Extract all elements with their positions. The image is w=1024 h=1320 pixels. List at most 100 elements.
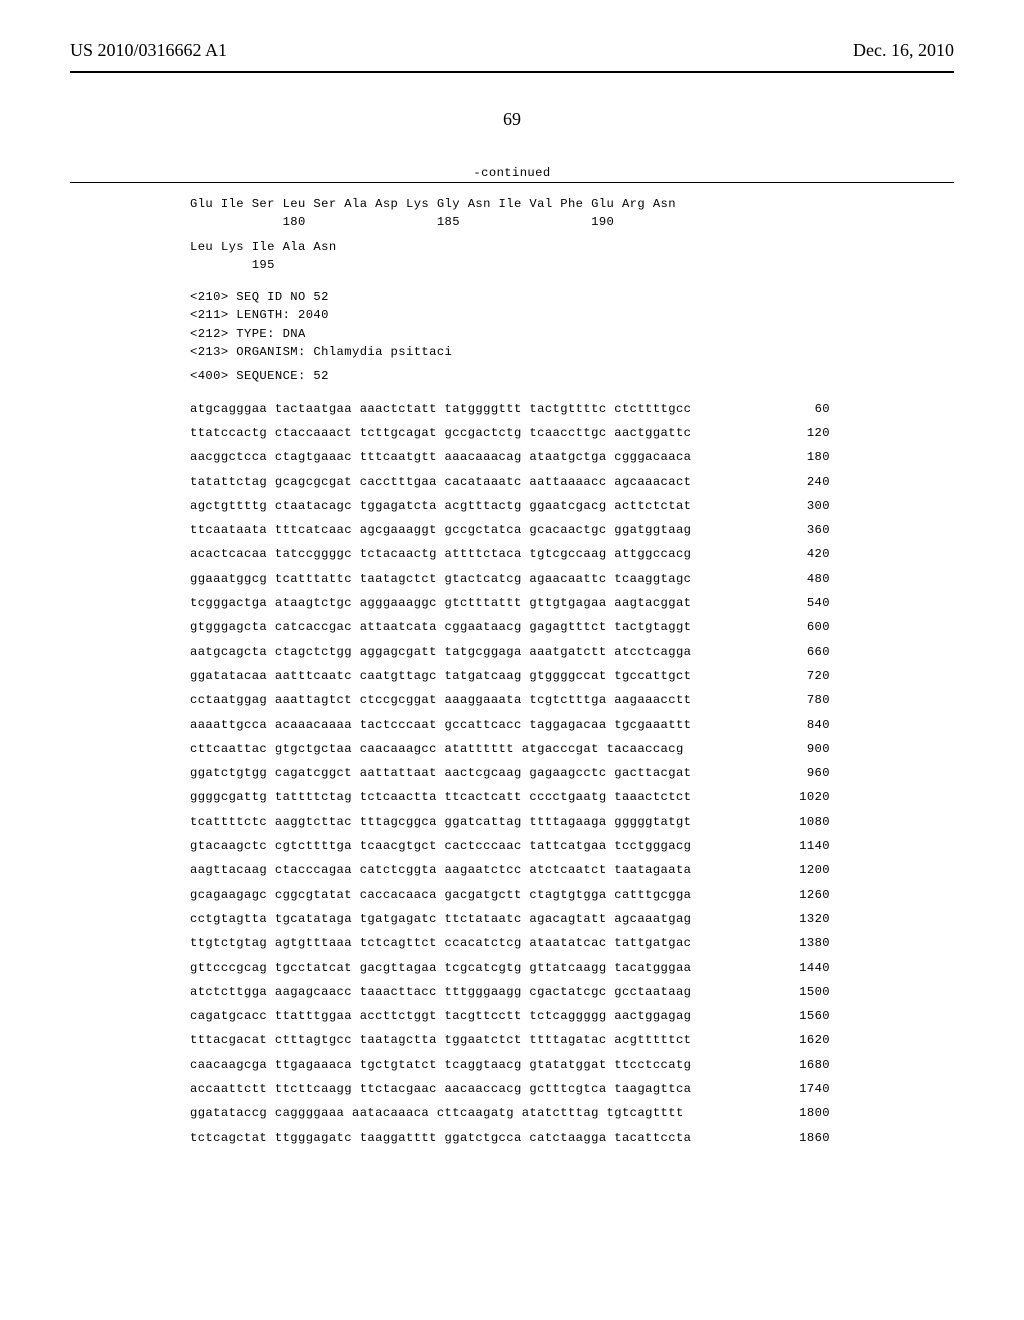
seq-header-211: <211> LENGTH: 2040 — [190, 306, 954, 324]
seq-header-400: <400> SEQUENCE: 52 — [190, 367, 954, 385]
dna-row-seq: gttcccgcag tgcctatcat gacgttagaa tcgcatc… — [190, 959, 691, 977]
dna-row-seq: cctaatggag aaattagtct ctccgcggat aaaggaa… — [190, 691, 691, 709]
dna-row-num: 300 — [780, 497, 830, 515]
page-number: 69 — [70, 109, 954, 130]
dna-row-num: 900 — [780, 740, 830, 758]
dna-row: aacggctcca ctagtgaaac tttcaatgtt aaacaaa… — [190, 448, 830, 466]
dna-row-seq: tttacgacat ctttagtgcc taatagctta tggaatc… — [190, 1031, 691, 1049]
dna-row: aagttacaag ctacccagaa catctcggta aagaatc… — [190, 861, 830, 879]
dna-row-num: 1200 — [780, 861, 830, 879]
dna-row-num: 1620 — [780, 1031, 830, 1049]
dna-row-seq: aatgcagcta ctagctctgg aggagcgatt tatgcgg… — [190, 643, 691, 661]
dna-row: cagatgcacc ttatttggaa accttctggt tacgttc… — [190, 1007, 830, 1025]
dna-row-seq: ggaaatggcg tcatttattc taatagctct gtactca… — [190, 570, 691, 588]
dna-row-seq: cttcaattac gtgctgctaa caacaaagcc atatttt… — [190, 740, 684, 758]
dna-row: ttcaataata tttcatcaac agcgaaaggt gccgcta… — [190, 521, 830, 539]
seq-header-210: <210> SEQ ID NO 52 — [190, 288, 954, 306]
dna-row-seq: agctgttttg ctaatacagc tggagatcta acgttta… — [190, 497, 691, 515]
dna-row-seq: cagatgcacc ttatttggaa accttctggt tacgttc… — [190, 1007, 691, 1025]
dna-row: ggatatacaa aatttcaatc caatgttagc tatgatc… — [190, 667, 830, 685]
dna-row-seq: cctgtagtta tgcatataga tgatgagatc ttctata… — [190, 910, 691, 928]
continued-label: -continued — [473, 166, 550, 180]
dna-row: aatgcagcta ctagctctgg aggagcgatt tatgcgg… — [190, 643, 830, 661]
protein-tail-line2: Leu Lys Ile Ala Asn — [190, 238, 954, 256]
dna-row-num: 1740 — [780, 1080, 830, 1098]
dna-row: tttacgacat ctttagtgcc taatagctta tggaatc… — [190, 1031, 830, 1049]
dna-row: cctgtagtta tgcatataga tgatgagatc ttctata… — [190, 910, 830, 928]
dna-row-num: 1320 — [780, 910, 830, 928]
dna-row-num: 1020 — [780, 788, 830, 806]
sequence-top-rule — [70, 182, 954, 183]
dna-row: atgcagggaa tactaatgaa aaactctatt tatgggg… — [190, 400, 830, 418]
protein-tail-nums2: 195 — [190, 256, 954, 274]
dna-row: ggggcgattg tattttctag tctcaactta ttcactc… — [190, 788, 830, 806]
dna-row: ttatccactg ctaccaaact tcttgcagat gccgact… — [190, 424, 830, 442]
dna-row: accaattctt ttcttcaagg ttctacgaac aacaacc… — [190, 1080, 830, 1098]
dna-row-num: 960 — [780, 764, 830, 782]
dna-row-seq: ttcaataata tttcatcaac agcgaaaggt gccgcta… — [190, 521, 691, 539]
dna-row: aaaattgcca acaaacaaaa tactcccaat gccattc… — [190, 716, 830, 734]
dna-row: gtgggagcta catcaccgac attaatcata cggaata… — [190, 618, 830, 636]
dna-row-seq: tcattttctc aaggtcttac tttagcggca ggatcat… — [190, 813, 691, 831]
dna-row: tcattttctc aaggtcttac tttagcggca ggatcat… — [190, 813, 830, 831]
dna-row-seq: ggatctgtgg cagatcggct aattattaat aactcgc… — [190, 764, 691, 782]
dna-row-seq: ggggcgattg tattttctag tctcaactta ttcactc… — [190, 788, 691, 806]
dna-row-seq: aaaattgcca acaaacaaaa tactcccaat gccattc… — [190, 716, 691, 734]
dna-row-seq: tatattctag gcagcgcgat cacctttgaa cacataa… — [190, 473, 691, 491]
dna-row-num: 1380 — [780, 934, 830, 952]
dna-row-num: 1080 — [780, 813, 830, 831]
dna-row-num: 780 — [780, 691, 830, 709]
dna-row: ttgtctgtag agtgtttaaa tctcagttct ccacatc… — [190, 934, 830, 952]
dna-sequence-rows: atgcagggaa tactaatgaa aaactctatt tatgggg… — [190, 400, 954, 1153]
dna-row-num: 420 — [780, 545, 830, 563]
publication-date: Dec. 16, 2010 — [853, 40, 954, 61]
dna-row: gtacaagctc cgtcttttga tcaacgtgct cactccc… — [190, 837, 830, 855]
page-header: US 2010/0316662 A1 Dec. 16, 2010 — [70, 40, 954, 61]
dna-row-num: 240 — [780, 473, 830, 491]
dna-row: ggatataccg caggggaaa aatacaaaca cttcaaga… — [190, 1104, 830, 1122]
dna-row-seq: atctcttgga aagagcaacc taaacttacc tttggga… — [190, 983, 691, 1001]
dna-row-seq: atgcagggaa tactaatgaa aaactctatt tatgggg… — [190, 400, 691, 418]
dna-row-seq: gtgggagcta catcaccgac attaatcata cggaata… — [190, 618, 691, 636]
dna-row-num: 1140 — [780, 837, 830, 855]
dna-row: cctaatggag aaattagtct ctccgcggat aaaggaa… — [190, 691, 830, 709]
dna-row-num: 480 — [780, 570, 830, 588]
header-rule — [70, 71, 954, 73]
seq-header-212: <212> TYPE: DNA — [190, 325, 954, 343]
dna-row-seq: ggatataccg caggggaaa aatacaaaca cttcaaga… — [190, 1104, 684, 1122]
dna-row: tcgggactga ataagtctgc agggaaaggc gtcttta… — [190, 594, 830, 612]
dna-row-num: 1500 — [780, 983, 830, 1001]
dna-row-num: 660 — [780, 643, 830, 661]
dna-row-num: 840 — [780, 716, 830, 734]
dna-row-num: 360 — [780, 521, 830, 539]
dna-row-seq: aagttacaag ctacccagaa catctcggta aagaatc… — [190, 861, 691, 879]
dna-row-num: 1260 — [780, 886, 830, 904]
dna-row-num: 180 — [780, 448, 830, 466]
dna-row: gcagaagagc cggcgtatat caccacaaca gacgatg… — [190, 886, 830, 904]
dna-row-seq: gtacaagctc cgtcttttga tcaacgtgct cactccc… — [190, 837, 691, 855]
dna-row: agctgttttg ctaatacagc tggagatcta acgttta… — [190, 497, 830, 515]
dna-row-num: 1680 — [780, 1056, 830, 1074]
continued-label-wrap: -continued — [70, 166, 954, 180]
dna-row-num: 1860 — [780, 1129, 830, 1147]
dna-row: atctcttgga aagagcaacc taaacttacc tttggga… — [190, 983, 830, 1001]
dna-row-seq: tctcagctat ttgggagatc taaggatttt ggatctg… — [190, 1129, 691, 1147]
dna-row-num: 540 — [780, 594, 830, 612]
dna-row: cttcaattac gtgctgctaa caacaaagcc atatttt… — [190, 740, 830, 758]
dna-row: acactcacaa tatccggggc tctacaactg attttct… — [190, 545, 830, 563]
dna-row-num: 1800 — [780, 1104, 830, 1122]
dna-row-seq: ttatccactg ctaccaaact tcttgcagat gccgact… — [190, 424, 691, 442]
seq-header-213: <213> ORGANISM: Chlamydia psittaci — [190, 343, 954, 361]
dna-row-num: 60 — [780, 400, 830, 418]
dna-row-seq: accaattctt ttcttcaagg ttctacgaac aacaacc… — [190, 1080, 691, 1098]
dna-row-seq: acactcacaa tatccggggc tctacaactg attttct… — [190, 545, 691, 563]
dna-row-num: 600 — [780, 618, 830, 636]
dna-row: caacaagcga ttgagaaaca tgctgtatct tcaggta… — [190, 1056, 830, 1074]
dna-row-num: 1440 — [780, 959, 830, 977]
dna-row-seq: aacggctcca ctagtgaaac tttcaatgtt aaacaaa… — [190, 448, 691, 466]
dna-row-seq: ttgtctgtag agtgtttaaa tctcagttct ccacatc… — [190, 934, 691, 952]
patent-page: US 2010/0316662 A1 Dec. 16, 2010 69 -con… — [0, 0, 1024, 1320]
dna-row-num: 720 — [780, 667, 830, 685]
dna-row-num: 120 — [780, 424, 830, 442]
dna-row-seq: gcagaagagc cggcgtatat caccacaaca gacgatg… — [190, 886, 691, 904]
